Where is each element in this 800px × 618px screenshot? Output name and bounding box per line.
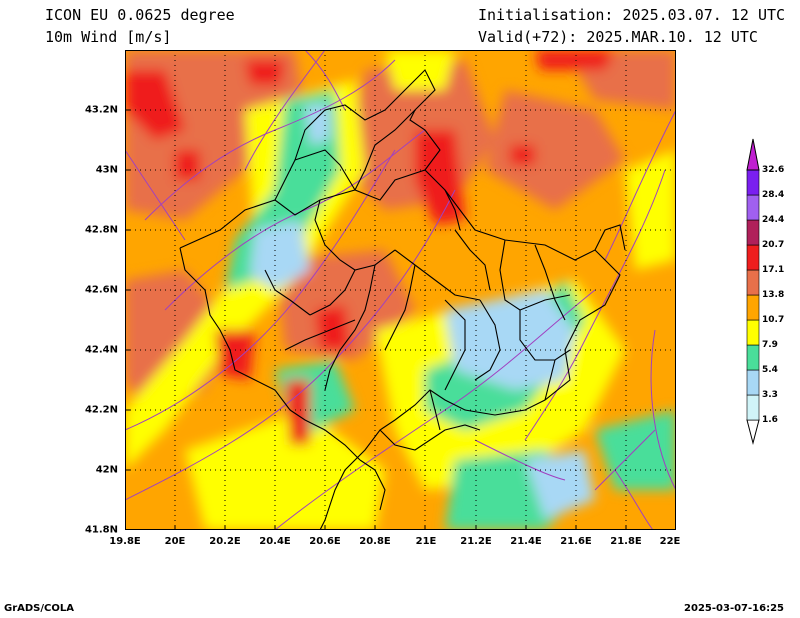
- footer-credit: GrADS/COLA: [4, 603, 74, 614]
- lon-tick-label: 20.2E: [209, 536, 241, 547]
- colorbar-label: 3.3: [762, 390, 778, 400]
- wind-field: [125, 50, 676, 530]
- model-title: ICON EU 0.0625 degree: [45, 6, 235, 24]
- lon-tick-label: 20.6E: [309, 536, 341, 547]
- colorbar-label: 28.4: [762, 190, 785, 200]
- colorbar-high-triangle: [746, 138, 760, 171]
- lat-tick-label: 42N: [95, 464, 118, 476]
- colorbar-cell: [746, 194, 760, 221]
- colorbar-label: 7.9: [762, 340, 778, 350]
- lon-tick-label: 22E: [659, 536, 681, 547]
- colorbar-cell: [746, 369, 760, 396]
- lon-tick-label: 21.6E: [560, 536, 592, 547]
- colorbar-low-triangle: [746, 419, 760, 445]
- colorbar: [746, 138, 760, 445]
- lon-tick-label: 21E: [415, 536, 437, 547]
- lat-tick-label: 41.8N: [84, 524, 118, 536]
- colorbar-cell: [746, 394, 760, 421]
- lon-tick-label: 20E: [164, 536, 186, 547]
- lon-tick-label: 20.4E: [259, 536, 291, 547]
- lat-tick-label: 43N: [95, 164, 118, 176]
- lat-tick-label: 42.2N: [84, 404, 118, 416]
- grid-lines: [125, 50, 676, 530]
- colorbar-cell: [746, 294, 760, 321]
- wind-map: [125, 50, 676, 530]
- colorbar-label: 17.1: [762, 265, 785, 275]
- initialisation-time: Initialisation: 2025.03.07. 12 UTC: [478, 6, 786, 24]
- lat-tick-label: 42.4N: [84, 344, 118, 356]
- colorbar-cell: [746, 319, 760, 346]
- variable-title: 10m Wind [m/s]: [45, 28, 172, 46]
- axis-ticks: [125, 109, 627, 530]
- colorbar-label: 1.6: [762, 415, 778, 425]
- colorbar-label: 24.4: [762, 215, 785, 225]
- colorbar-cell: [746, 219, 760, 246]
- lon-tick-label: 21.2E: [460, 536, 492, 547]
- colorbar-cell: [746, 169, 760, 196]
- lon-tick-label: 20.8E: [359, 536, 391, 547]
- colorbar-label: 13.8: [762, 290, 785, 300]
- lon-tick-label: 21.8E: [610, 536, 642, 547]
- colorbar-label: 20.7: [762, 240, 785, 250]
- valid-time: Valid(+72): 2025.MAR.10. 12 UTC: [478, 28, 758, 46]
- colorbar-label: 10.7: [762, 315, 785, 325]
- lat-tick-label: 42.6N: [84, 284, 118, 296]
- colorbar-cell: [746, 244, 760, 271]
- lat-tick-label: 42.8N: [84, 224, 118, 236]
- footer-timestamp: 2025-03-07-16:25: [684, 603, 784, 614]
- colorbar-label: 32.6: [762, 165, 785, 175]
- lat-tick-label: 43.2N: [84, 104, 118, 116]
- lon-tick-label: 19.8E: [109, 536, 141, 547]
- colorbar-cell: [746, 344, 760, 371]
- lon-tick-label: 21.4E: [510, 536, 542, 547]
- colorbar-cell: [746, 269, 760, 296]
- colorbar-label: 5.4: [762, 365, 778, 375]
